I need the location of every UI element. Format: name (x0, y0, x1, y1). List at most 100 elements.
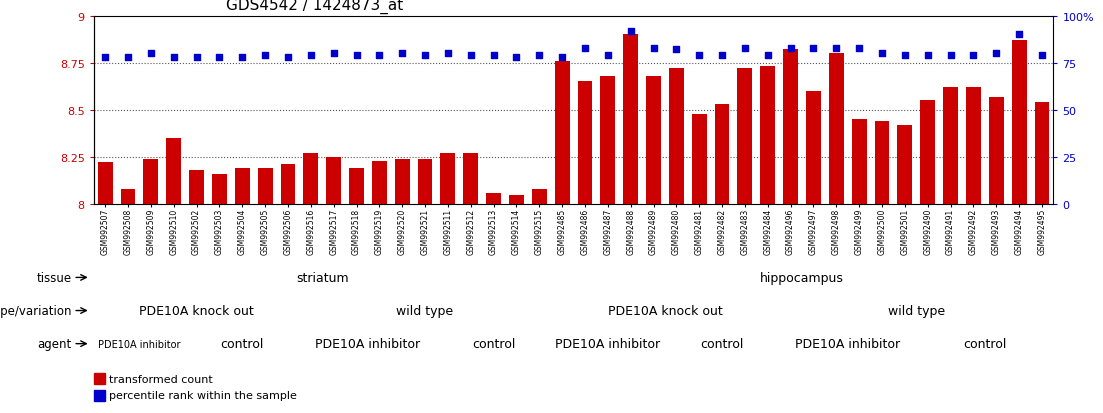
Point (234, 55, 251, 61)
Bar (167, 139, 181, 204)
Point (942, 53, 960, 59)
Point (804, 45, 822, 52)
Text: PDE10A inhibitor: PDE10A inhibitor (315, 337, 420, 350)
Text: control: control (221, 337, 264, 350)
Point (302, 53, 320, 59)
Point (850, 45, 868, 52)
Point (736, 45, 753, 52)
Text: genotype/variation: genotype/variation (0, 304, 72, 317)
Bar (920, 101, 935, 204)
Point (827, 45, 845, 52)
Bar (692, 114, 707, 204)
Text: agent: agent (38, 337, 72, 350)
Point (1034, 53, 1051, 59)
Bar (440, 154, 456, 204)
Point (484, 53, 502, 59)
Point (782, 45, 800, 52)
Point (142, 51, 160, 57)
Bar (463, 154, 479, 204)
Bar (258, 169, 272, 204)
Point (987, 51, 1005, 57)
Point (576, 45, 593, 52)
Point (119, 55, 137, 61)
Text: PDE10A inhibitor: PDE10A inhibitor (98, 339, 181, 349)
Point (896, 53, 913, 59)
Bar (1035, 103, 1049, 204)
Point (874, 51, 891, 57)
Bar (646, 77, 661, 204)
Point (462, 53, 480, 59)
Bar (715, 105, 729, 204)
Bar (806, 92, 821, 204)
Bar (212, 174, 227, 204)
Point (919, 53, 936, 59)
Text: PDE10A inhibitor: PDE10A inhibitor (795, 337, 900, 350)
Point (96, 55, 114, 61)
Text: PDE10A knock out: PDE10A knock out (608, 304, 722, 317)
Bar (395, 159, 409, 204)
Point (439, 51, 457, 57)
Bar (852, 120, 867, 204)
Bar (875, 122, 889, 204)
Bar (143, 159, 159, 204)
Point (644, 45, 662, 52)
Point (347, 53, 365, 59)
Bar (783, 50, 799, 204)
Bar (508, 195, 524, 204)
Point (165, 55, 183, 61)
Point (211, 55, 228, 61)
Text: control: control (963, 337, 1007, 350)
Bar (349, 169, 364, 204)
Point (416, 53, 433, 59)
Bar (372, 161, 387, 204)
Bar (280, 165, 296, 204)
Point (371, 53, 388, 59)
Bar (303, 154, 319, 204)
Bar (738, 69, 752, 204)
Bar (1011, 41, 1027, 204)
Text: tissue: tissue (36, 271, 72, 284)
Bar (418, 159, 432, 204)
Bar (828, 54, 844, 204)
Bar (486, 193, 501, 204)
Point (599, 53, 617, 59)
Text: wild type: wild type (396, 304, 453, 317)
Text: GDS4542 / 1424873_at: GDS4542 / 1424873_at (226, 0, 404, 14)
Text: percentile rank within the sample: percentile rank within the sample (109, 390, 297, 401)
Text: wild type: wild type (888, 304, 945, 317)
Bar (120, 190, 136, 204)
Text: PDE10A inhibitor: PDE10A inhibitor (555, 337, 661, 350)
Point (622, 28, 640, 35)
Bar (326, 157, 341, 204)
Point (1010, 32, 1028, 38)
Bar (189, 171, 204, 204)
Text: transformed count: transformed count (109, 374, 213, 384)
Text: hippocampus: hippocampus (760, 271, 844, 284)
Point (964, 53, 982, 59)
Text: PDE10A knock out: PDE10A knock out (139, 304, 254, 317)
Bar (988, 97, 1004, 204)
Bar (898, 126, 912, 204)
Bar (94, 390, 105, 401)
Text: striatum: striatum (296, 271, 349, 284)
Bar (966, 88, 981, 204)
Bar (94, 373, 105, 384)
Bar (532, 190, 547, 204)
Bar (623, 36, 639, 204)
Bar (98, 163, 113, 204)
Bar (578, 82, 592, 204)
Bar (668, 69, 684, 204)
Bar (760, 67, 775, 204)
Bar (943, 88, 959, 204)
Point (531, 53, 548, 59)
Point (690, 53, 708, 59)
Point (279, 55, 297, 61)
Bar (600, 77, 615, 204)
Point (324, 51, 342, 57)
Bar (235, 169, 249, 204)
Point (507, 55, 525, 61)
Point (188, 55, 205, 61)
Point (714, 53, 731, 59)
Point (394, 51, 411, 57)
Text: control: control (700, 337, 743, 350)
